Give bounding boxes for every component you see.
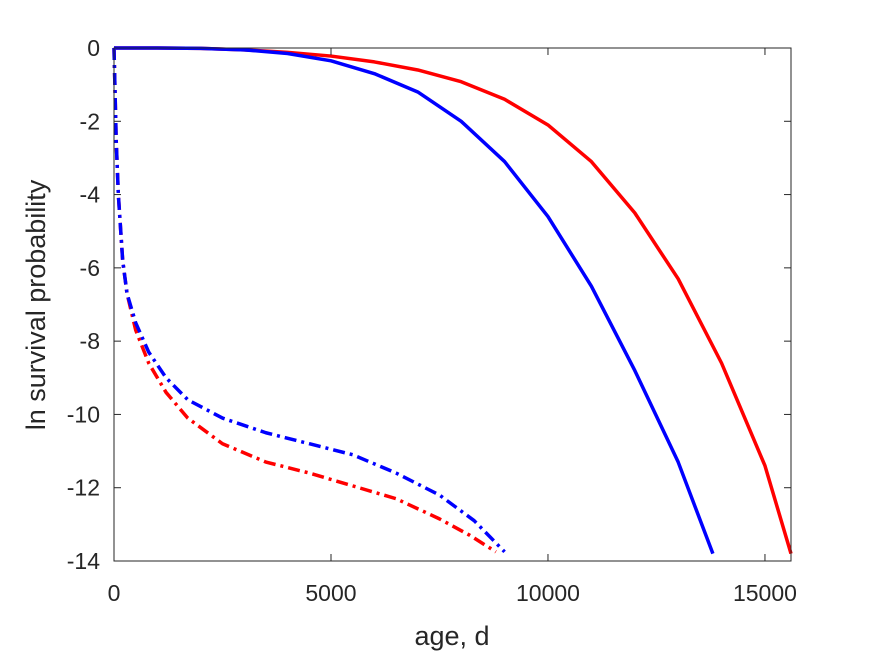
series-line-3 (112, 47, 497, 554)
x-axis-label: age, d (414, 621, 489, 651)
y-tick-label: -6 (80, 255, 100, 281)
y-tick-label: -4 (80, 182, 101, 208)
x-tick-label: 15000 (733, 580, 797, 606)
plot-curves (112, 46, 793, 555)
y-tick-label: 0 (87, 35, 100, 61)
y-axis-label: ln survival probability (21, 179, 51, 430)
series-line-4 (112, 47, 506, 554)
y-tick-label: -12 (67, 475, 100, 501)
series-line-1 (114, 46, 793, 555)
y-tick-label: -2 (80, 108, 100, 134)
x-tick-label: 10000 (516, 580, 580, 606)
x-tick-label: 5000 (305, 580, 356, 606)
y-tick-label: -14 (67, 548, 100, 574)
y-tick-label: -10 (67, 401, 100, 427)
axis-ticks: 0 5000 10000 15000 0 -2 -4 -6 -8 -10 -12 -14 (67, 35, 797, 606)
plot-frame (113, 47, 792, 562)
y-tick-label: -8 (80, 328, 100, 354)
x-tick-label: 0 (108, 580, 121, 606)
series-line-2 (114, 46, 715, 555)
